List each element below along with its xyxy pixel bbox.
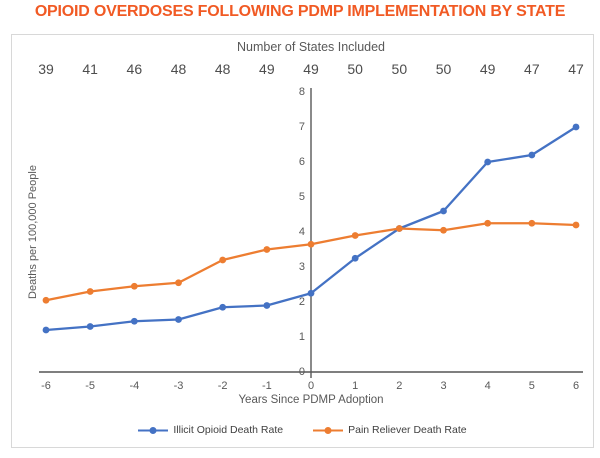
data-point-marker bbox=[42, 326, 50, 334]
data-point-marker bbox=[440, 226, 447, 234]
legend-label: Illicit Opioid Death Rate bbox=[173, 424, 284, 436]
top-axis-value: 41 bbox=[82, 61, 98, 77]
y-tick-label: 3 bbox=[298, 261, 305, 273]
legend-dot bbox=[149, 426, 157, 434]
y-tick-label: 4 bbox=[298, 226, 305, 238]
data-point-marker bbox=[130, 317, 138, 325]
page-title: OPIOID OVERDOSES FOLLOWING PDMP IMPLEMEN… bbox=[34, 3, 566, 20]
top-axis-value: 46 bbox=[126, 61, 143, 77]
top-axis-value: 48 bbox=[170, 61, 187, 77]
data-point-marker bbox=[175, 316, 182, 323]
x-tick-label: -5 bbox=[85, 380, 96, 392]
x-tick-label: 6 bbox=[572, 380, 580, 392]
y-axis-title: Deaths per 100,000 People bbox=[27, 165, 39, 299]
data-point-marker bbox=[219, 303, 227, 311]
legend-marker-icon bbox=[138, 426, 169, 434]
y-tick-label: 5 bbox=[298, 191, 305, 203]
data-point-marker bbox=[351, 232, 359, 239]
x-tick-label: 5 bbox=[528, 380, 535, 392]
data-point-marker bbox=[528, 219, 536, 227]
legend-label: Pain Reliever Death Rate bbox=[348, 424, 467, 436]
data-point-marker bbox=[528, 151, 536, 159]
x-tick-label: 2 bbox=[396, 380, 403, 392]
top-axis-value: 48 bbox=[214, 61, 231, 77]
data-point-marker bbox=[42, 296, 50, 304]
top-axis-value: 50 bbox=[391, 61, 408, 77]
y-tick-label: 7 bbox=[298, 121, 305, 133]
legend-item-illicit-opioid-death-rate: Illicit Opioid Death Rate bbox=[138, 424, 283, 436]
top-axis-value: 47 bbox=[524, 61, 540, 77]
y-tick-label: 8 bbox=[298, 86, 305, 98]
data-point-marker bbox=[572, 221, 580, 229]
top-axis-value: 47 bbox=[568, 61, 584, 77]
data-point-marker bbox=[395, 225, 403, 232]
top-axis-value: 50 bbox=[435, 61, 452, 77]
x-tick-label: -1 bbox=[261, 380, 272, 392]
plot-area bbox=[39, 88, 583, 378]
top-axis-value: 50 bbox=[347, 61, 363, 77]
data-point-marker bbox=[484, 219, 492, 227]
chart-frame: Number of States Included 39 41 46 48 48 49 49… bbox=[11, 34, 594, 448]
x-tick-label: -2 bbox=[217, 380, 228, 392]
data-point-marker bbox=[263, 302, 271, 309]
y-tick-label: 0 bbox=[298, 366, 305, 378]
top-axis-value: 49 bbox=[259, 61, 275, 77]
data-point-marker bbox=[263, 246, 271, 253]
data-point-marker bbox=[219, 256, 227, 264]
data-point-marker bbox=[440, 207, 447, 215]
top-axis-value: 49 bbox=[479, 61, 496, 77]
x-tick-label: 4 bbox=[484, 380, 491, 392]
x-tick-label: 3 bbox=[440, 380, 447, 392]
x-axis-title: Years Since PDMP Adoption bbox=[238, 394, 384, 406]
data-point-marker bbox=[86, 323, 94, 330]
data-point-marker bbox=[307, 240, 315, 248]
x-tick-label: 0 bbox=[307, 380, 315, 392]
top-axis-title: Number of States Included bbox=[237, 40, 385, 54]
y-tick-label: 2 bbox=[298, 296, 305, 308]
legend-marker-icon bbox=[313, 426, 344, 434]
data-point-marker bbox=[130, 282, 138, 290]
y-tick-label: 6 bbox=[298, 156, 305, 168]
y-tick-label: 1 bbox=[298, 331, 305, 343]
data-point-marker bbox=[572, 123, 580, 131]
top-axis-value: 39 bbox=[38, 61, 54, 77]
x-tick-label: 1 bbox=[352, 380, 359, 392]
x-tick-label: -3 bbox=[173, 380, 184, 392]
data-point-marker bbox=[175, 279, 182, 287]
data-point-marker bbox=[351, 254, 359, 262]
data-point-marker bbox=[484, 158, 492, 166]
top-axis-value: 49 bbox=[303, 61, 319, 77]
data-point-marker bbox=[307, 289, 315, 297]
legend: Illicit Opioid Death Rate Pain Reliever D… bbox=[12, 424, 593, 436]
legend-item-pain-reliever-death-rate: Pain Reliever Death Rate bbox=[313, 424, 467, 436]
data-point-marker bbox=[86, 288, 94, 295]
x-tick-label: -6 bbox=[41, 380, 51, 392]
x-tick-label: -4 bbox=[129, 380, 140, 392]
legend-dot bbox=[324, 426, 332, 434]
